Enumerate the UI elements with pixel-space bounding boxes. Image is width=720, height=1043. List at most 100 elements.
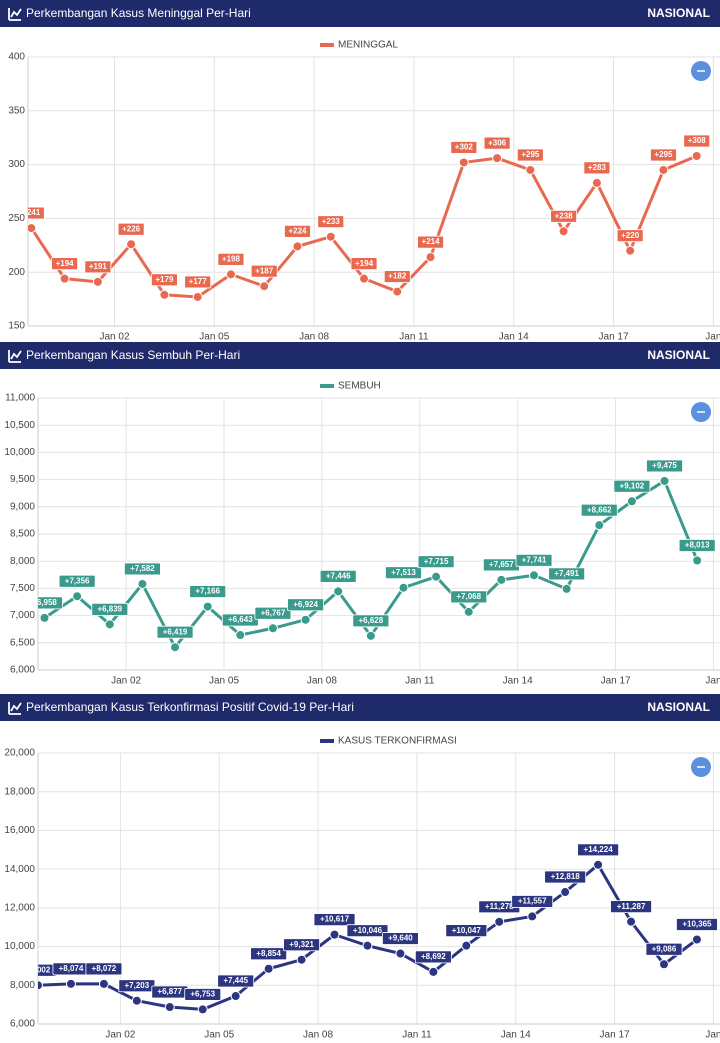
value-label-box [28, 206, 45, 220]
value-label: +7,203 [124, 981, 149, 990]
value-label: +198 [222, 254, 241, 263]
value-label: +8,013 [685, 541, 710, 550]
value-label-box [117, 222, 145, 236]
y-tick-label: 11,000 [5, 393, 35, 404]
value-label: +8,662 [587, 505, 612, 514]
data-point [333, 586, 344, 597]
data-point [560, 887, 571, 898]
data-point [39, 612, 50, 623]
value-label: +10,365 [682, 920, 712, 929]
header-bar [0, 694, 720, 721]
x-tick-label: Jan 11 [399, 332, 429, 343]
value-label: +187 [255, 266, 274, 275]
value-label: +8,002 [26, 965, 51, 974]
value-label: +226 [122, 224, 141, 233]
y-tick-label: 400 [8, 52, 25, 63]
region-label: NASIONAL [647, 700, 710, 714]
chart-title: Perkembangan Kasus Sembuh Per-Hari [26, 348, 240, 362]
value-label: +6,643 [228, 615, 253, 624]
value-label-box [646, 459, 683, 473]
y-tick-label: 10,000 [4, 941, 35, 952]
value-label: +6,419 [163, 627, 188, 636]
plot-area: +241 +194 +191 +226 +179 +177 +198 +187 +224 +233… [28, 134, 711, 302]
data-point [267, 623, 278, 634]
value-label-box [250, 947, 288, 961]
value-label: +177 [189, 277, 208, 286]
data-point [28, 223, 37, 234]
chart-icon [8, 350, 22, 363]
data-point [98, 978, 109, 989]
value-label-box [676, 918, 718, 931]
value-label: +7,068 [456, 592, 481, 601]
value-label: +6,839 [97, 604, 122, 613]
value-label: +220 [621, 231, 640, 240]
data-point [235, 630, 246, 641]
data-point [529, 570, 539, 581]
value-label: +6,753 [190, 990, 215, 999]
data-point [359, 273, 370, 284]
value-label-box [483, 136, 511, 150]
x-tick-label: Jan 11 [402, 1030, 432, 1041]
y-tick-label: 7,500 [10, 583, 35, 594]
x-tick-label: Jan 17 [600, 1030, 630, 1041]
data-point [159, 289, 170, 300]
data-point [192, 291, 203, 302]
data-point [431, 571, 442, 582]
value-label: +6,628 [358, 616, 383, 625]
data-point [525, 164, 536, 175]
value-label-box [417, 555, 455, 569]
header-bar [0, 0, 720, 27]
value-label: +6,958 [32, 598, 57, 607]
value-label: +14,224 [584, 845, 614, 854]
value-label: +7,715 [424, 557, 449, 566]
value-label: +7,513 [391, 568, 416, 577]
data-point [692, 555, 703, 566]
data-point [126, 239, 137, 250]
value-label: +194 [355, 259, 374, 268]
value-label-box [613, 479, 651, 493]
y-tick-label: 18,000 [4, 786, 35, 797]
value-label: +7,491 [554, 569, 579, 578]
value-label: +7,582 [130, 564, 155, 573]
value-label: +11,278 [485, 902, 514, 911]
y-tick-label: 8,000 [10, 980, 35, 991]
value-label-box [283, 938, 320, 952]
value-label-box [577, 843, 619, 857]
value-label-box [678, 539, 716, 552]
value-label: +7,445 [223, 976, 248, 985]
value-label-box [583, 161, 611, 175]
data-point [300, 614, 311, 625]
value-label: +194 [56, 259, 75, 268]
value-label: +191 [89, 262, 108, 271]
value-label: +9,475 [652, 461, 677, 470]
value-label: +302 [455, 143, 474, 152]
data-point [425, 252, 436, 263]
y-tick-label: 10,000 [4, 447, 35, 458]
y-tick-label: 9,500 [10, 474, 35, 485]
x-tick-label: Jan 14 [499, 332, 529, 343]
y-tick-label: 6,000 [10, 1019, 35, 1030]
value-label-box [445, 924, 488, 938]
data-point [329, 929, 340, 940]
data-point [296, 954, 307, 965]
x-tick-label: Jan 05 [204, 1030, 234, 1041]
y-tick-label: 14,000 [4, 864, 35, 875]
value-label-box [548, 567, 586, 581]
value-label-box [616, 229, 644, 243]
data-point [292, 241, 303, 252]
data-point [104, 619, 115, 630]
legend-label: SEMBUH [338, 381, 381, 392]
value-label: +7,446 [326, 571, 351, 580]
data-point [494, 916, 505, 927]
value-label-box [58, 574, 96, 588]
data-point [395, 948, 406, 959]
header-bar [0, 342, 720, 369]
data-point [659, 475, 670, 486]
x-tick-label: Jan 02 [111, 676, 141, 687]
data-point [658, 959, 669, 970]
value-label-box [645, 942, 683, 956]
x-tick-label: Jan 05 [199, 332, 229, 343]
y-tick-label: 250 [8, 213, 25, 224]
